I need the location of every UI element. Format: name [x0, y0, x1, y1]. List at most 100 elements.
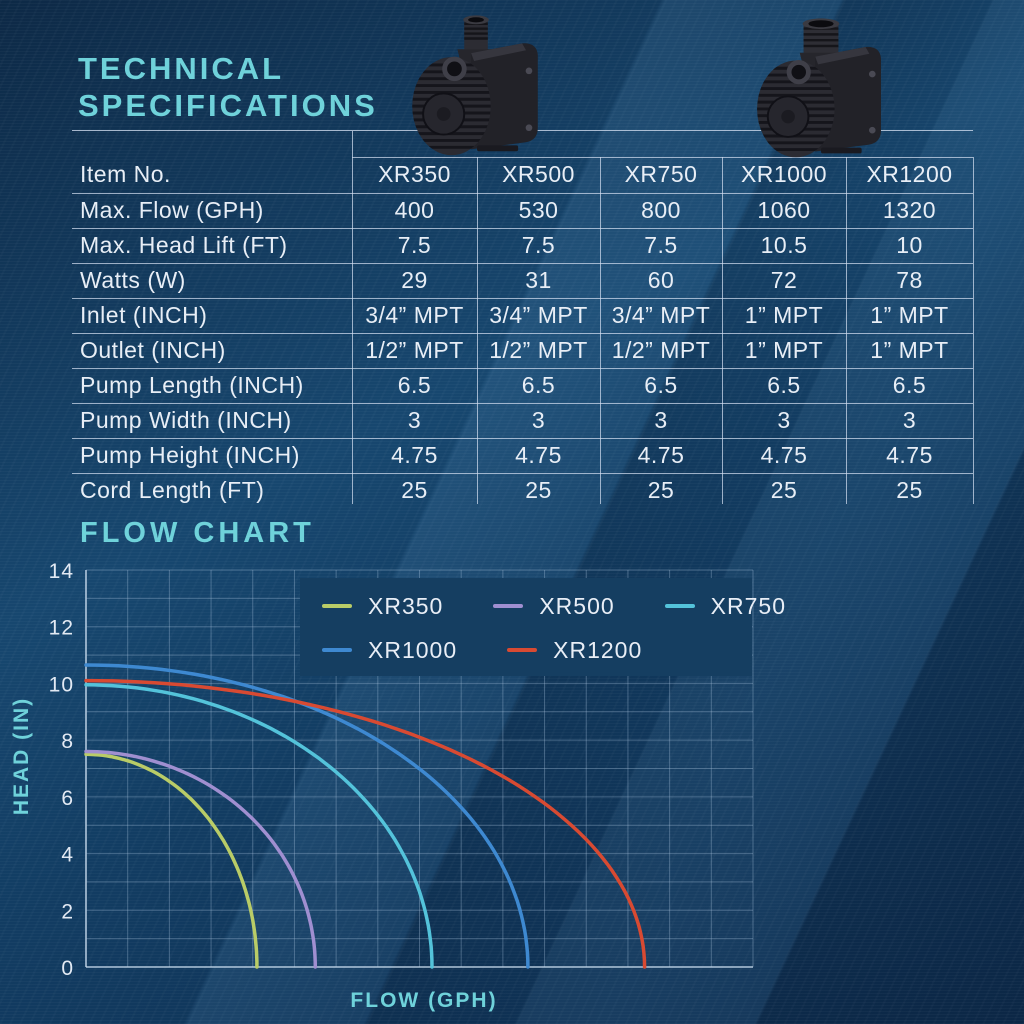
table-cell: XR1000	[740, 161, 828, 187]
table-cell: 6.5	[767, 372, 801, 398]
legend-item: XR1200	[507, 637, 642, 664]
table-cell: 78	[896, 267, 923, 293]
table-header-row: Item No. XR350 XR500 XR750 XR1000 XR1200	[72, 157, 973, 193]
table-row: Watts (W) 29 31 60 72 78	[72, 263, 973, 298]
curve-XR1200	[84, 678, 647, 969]
row-label: Pump Length (INCH)	[80, 372, 304, 398]
table-line	[600, 157, 601, 504]
row-label: Pump Width (INCH)	[80, 407, 292, 433]
table-cell: 4.75	[391, 442, 438, 468]
table-row: Pump Height (INCH) 4.75 4.75 4.75 4.75 4.75	[72, 438, 973, 473]
legend-dash-icon	[493, 604, 524, 608]
legend-row: XR1000 XR1200	[302, 628, 754, 672]
table-cell: 6.5	[892, 372, 927, 398]
table-cell: 4.75	[760, 442, 808, 468]
legend-item: XR1000	[322, 637, 457, 664]
table-cell: XR750	[624, 161, 698, 187]
legend-dash-icon	[507, 648, 538, 652]
table-line	[477, 157, 478, 504]
legend-label: XR500	[539, 592, 615, 619]
legend-dash-icon	[322, 604, 352, 608]
legend-item: XR350	[322, 593, 443, 620]
row-label: Inlet (INCH)	[80, 302, 208, 328]
legend-row: XR350 XR500 XR750	[302, 584, 785, 628]
curve-XR500	[84, 749, 318, 969]
table-cell: 7.5	[644, 232, 678, 258]
table-cell: 7.5	[521, 232, 556, 258]
table-line	[722, 157, 723, 504]
y-axis-label: HEAD (IN)	[10, 697, 33, 815]
page-title-line1: TECHNICAL	[78, 51, 285, 86]
y-tick-label: 10	[49, 673, 74, 696]
page-title: TECHNICAL SPECIFICATIONS	[78, 50, 378, 124]
table-cell: XR500	[502, 161, 575, 187]
table-cell: 3	[777, 407, 791, 433]
table-cell: 4.75	[886, 442, 933, 468]
x-axis-label: FLOW (GPH)	[350, 989, 497, 1012]
table-line	[973, 157, 974, 504]
table-line	[72, 193, 973, 194]
table-cell: 1320	[882, 197, 937, 223]
table-cell: 25	[770, 477, 798, 503]
table-line	[72, 263, 973, 264]
table-cell: 1/2” MPT	[365, 337, 464, 363]
legend-dash-icon	[322, 648, 352, 652]
table-cell: 10	[896, 232, 923, 258]
table-cell: 25	[401, 477, 428, 503]
table-cell: 1” MPT	[744, 302, 824, 328]
y-tick-label: 8	[61, 730, 74, 753]
table-cell: 3/4” MPT	[489, 302, 588, 328]
row-label: Cord Length (FT)	[80, 477, 265, 503]
table-cell: 3	[407, 407, 422, 433]
table-line	[72, 228, 973, 229]
table-cell: 6.5	[521, 372, 556, 398]
table-cell: XR1200	[866, 161, 953, 187]
table-cell: 7.5	[397, 232, 432, 258]
table-cell: 60	[647, 267, 675, 293]
table-cell: 1” MPT	[870, 302, 949, 328]
row-label: Max. Flow (GPH)	[80, 197, 264, 223]
y-tick-label: 6	[61, 787, 74, 810]
legend-item: XR500	[493, 593, 614, 620]
table-cell: 6.5	[644, 372, 678, 398]
table-row: Max. Head Lift (FT) 7.5 7.5 7.5 10.5 10	[72, 228, 973, 263]
pump-body-graphic	[757, 18, 881, 158]
legend-dash-icon	[664, 604, 695, 608]
table-cell: 3/4” MPT	[611, 302, 711, 328]
table-cell: 25	[525, 477, 552, 503]
table-cell: XR350	[378, 161, 451, 187]
table-cell: 4.75	[637, 442, 685, 468]
chart-legend: XR350 XR500 XR750 XR1000 XR1200	[302, 584, 785, 672]
table-line	[72, 473, 973, 474]
table-line	[352, 131, 353, 504]
table-cell: 31	[525, 267, 552, 293]
y-tick-label: 4	[61, 844, 74, 867]
table-cell: 25	[896, 477, 923, 503]
right-pump-image	[757, 18, 881, 158]
table-cell: 1” MPT	[870, 337, 949, 363]
table-cell: 1/2” MPT	[489, 337, 588, 363]
row-label: Outlet (INCH)	[80, 337, 226, 363]
table-line	[352, 157, 973, 158]
legend-item: XR750	[664, 592, 786, 620]
legend-label: XR1200	[553, 636, 643, 663]
table-cell: 6.5	[397, 372, 432, 398]
table-cell: 530	[518, 197, 559, 223]
curve-XR1000	[84, 663, 530, 969]
left-pump-image	[412, 15, 538, 156]
table-row: Pump Width (INCH) 3 3 3 3 3	[72, 403, 973, 438]
table-cell: 400	[394, 197, 435, 223]
legend-label: XR750	[710, 592, 786, 619]
table-cell: 3/4” MPT	[365, 302, 464, 328]
row-label: Watts (W)	[80, 267, 186, 293]
legend-label: XR1000	[368, 636, 458, 663]
pump-body-graphic	[412, 15, 538, 156]
table-line	[72, 403, 973, 404]
table-cell: 1” MPT	[744, 337, 824, 363]
table-cell: 1060	[757, 197, 811, 223]
table-cell: 4.75	[515, 442, 562, 468]
table-row: Cord Length (FT) 25 25 25 25 25	[72, 473, 973, 508]
table-cell: 3	[531, 407, 546, 433]
row-label: Max. Head Lift (FT)	[80, 232, 288, 258]
